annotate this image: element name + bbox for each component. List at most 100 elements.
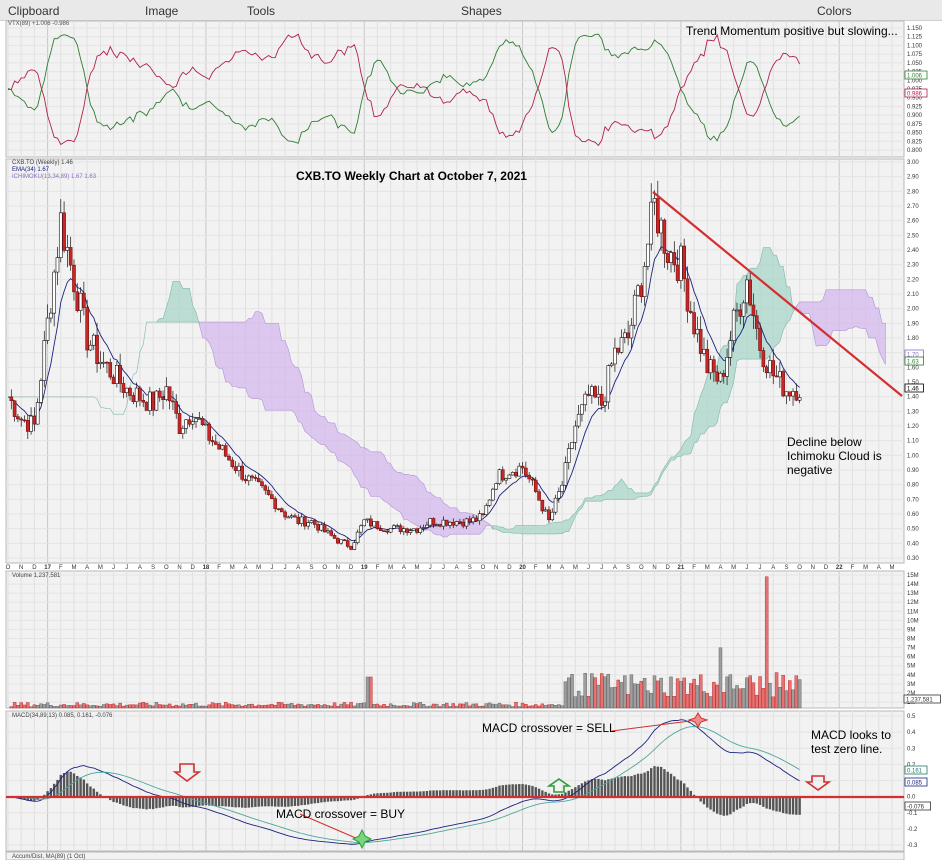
menu-tools[interactable]: Tools (247, 4, 276, 18)
candle-down (177, 413, 182, 434)
candle-up (632, 294, 637, 326)
volume-bar (468, 705, 472, 709)
volume-bar (764, 576, 769, 709)
volume-bar (12, 702, 17, 709)
macd-hist-bar (686, 787, 689, 797)
macd-hist-bar (92, 788, 95, 797)
macd-hist-bar (636, 773, 640, 797)
macd-hist-bar (461, 790, 465, 797)
macd-ytick: 0.5 (907, 714, 916, 720)
volume-bar (672, 696, 676, 709)
candle-down (95, 334, 99, 365)
macd-hist-bar (293, 796, 297, 806)
macd-hist-bar (346, 796, 349, 801)
macd-hist-bar (468, 790, 471, 797)
axis-labels: O N D 17 F M A M J J A S O N D 18 F M A M J J A S O N D 19 F M A M J J A S O… (6, 26, 941, 849)
volume-bar (606, 673, 611, 709)
candle-down (665, 253, 670, 263)
volume-bar (458, 703, 462, 709)
candle-up (58, 212, 63, 258)
xtick-label: F (217, 565, 221, 571)
macd-hist-bar (112, 796, 115, 803)
macd-hist-bar (729, 796, 732, 815)
menu-colors[interactable]: Colors (817, 4, 852, 18)
volume-bar (253, 705, 258, 709)
candle-up (464, 518, 469, 527)
candle-down (593, 386, 597, 398)
vtx-annotation: Trend Momentum positive but slowing... (686, 24, 898, 38)
price-ytick: 1.60 (907, 365, 919, 371)
volume-bar (217, 702, 221, 709)
xtick-label: O (639, 565, 644, 571)
macd-hist-bar (775, 796, 778, 812)
volume-bar (240, 705, 244, 709)
candle-down (712, 359, 716, 373)
candle-down (22, 419, 27, 422)
price-legend-ticker: CXB.TO (Weekly) 1.46 (12, 160, 73, 166)
volume-bar (603, 676, 607, 709)
xtick-label: F (376, 565, 380, 571)
candle-up (237, 465, 241, 471)
macd-hist-bar (607, 779, 610, 797)
volume-bar (375, 703, 380, 709)
macd-hist-bar (419, 791, 422, 797)
macd-hist-bar (264, 796, 267, 807)
candle-down (214, 441, 218, 445)
menu-shapes[interactable]: Shapes (461, 4, 502, 18)
candle-up (319, 524, 324, 531)
macd-hist-bar (541, 790, 544, 797)
volume-bar (547, 704, 551, 709)
xtick-label: 22 (836, 565, 843, 571)
candle-up (487, 499, 492, 506)
macd-hist-bar (412, 791, 415, 797)
candle-up (590, 386, 594, 396)
macd-hist-bar (191, 796, 194, 807)
menu-clipboard[interactable]: Clipboard (8, 4, 60, 18)
candle-down (72, 264, 76, 293)
volume-bar (583, 673, 587, 709)
vtx-ytick: 1.075 (907, 52, 923, 58)
macd-hist-bar (791, 796, 795, 815)
macd-hist-bar (593, 778, 597, 797)
candle-down (68, 247, 73, 266)
candle-down (151, 391, 155, 411)
macd-hist-bar (240, 796, 244, 808)
macd-badge-hist-box (904, 801, 932, 811)
candle-up (454, 521, 459, 526)
volume-bar (735, 685, 739, 709)
macd-hist-bar (650, 768, 653, 797)
macd-hist-bar (122, 796, 125, 806)
volume-bar (247, 704, 251, 709)
xtick-label: A (85, 565, 89, 571)
menu-image[interactable]: Image (145, 4, 179, 18)
xtick-label: N (811, 565, 815, 571)
volume-bar (649, 693, 653, 709)
xtick-label: D (32, 565, 37, 571)
price-ytick: 1.20 (907, 424, 919, 430)
volume-bar (689, 683, 693, 709)
candle-down (431, 518, 436, 526)
volume-bar (639, 680, 644, 709)
volume-bar (148, 704, 152, 709)
macd-hist-bar (353, 796, 356, 800)
xtick-label: M (256, 565, 261, 571)
candle-up (402, 528, 406, 533)
candle-up (98, 362, 103, 365)
macd-hist-bar (491, 787, 495, 797)
volume-bar (346, 704, 350, 709)
candle-up (148, 391, 152, 411)
macd-hist-bar (795, 796, 798, 815)
volume-bar (342, 702, 347, 709)
candle-up (190, 421, 195, 425)
volume-bar (702, 691, 706, 709)
xtick-label: J (745, 565, 748, 571)
macd-hist-bar (630, 776, 633, 797)
candle-down (210, 440, 215, 443)
macd-hist-bar (399, 791, 402, 797)
xtick-label: D (824, 565, 829, 571)
volume-bar (751, 682, 756, 709)
macd-hist-bar (158, 796, 161, 808)
macd-hist-bar (372, 793, 376, 797)
candle-down (167, 386, 172, 402)
macd-line (7, 719, 800, 845)
